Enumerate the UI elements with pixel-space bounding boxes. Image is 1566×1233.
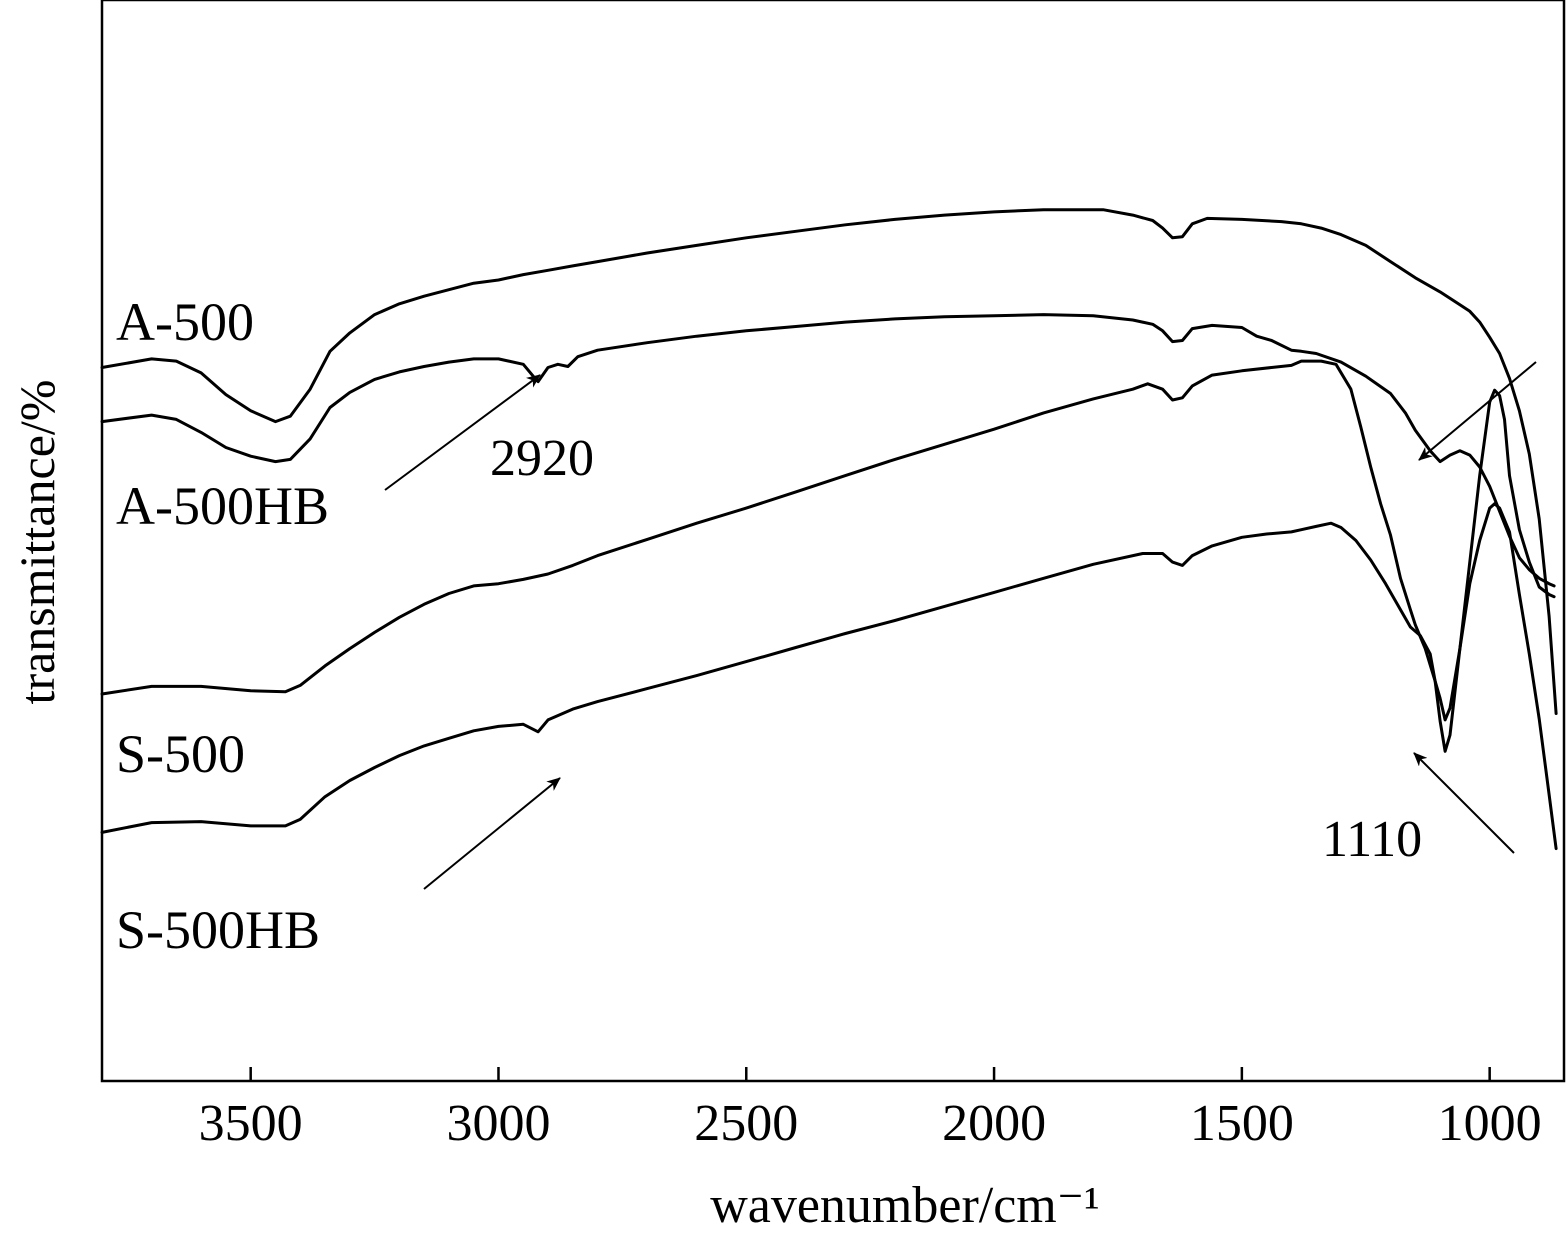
x-tick-label-3000: 3000 [446, 1095, 550, 1152]
x-axis-title: wavenumber/cm⁻¹ [710, 1177, 1100, 1233]
series-line-s-500 [100, 359, 1556, 753]
peak-label-2920: 2920 [490, 430, 594, 487]
series-line-a-500 [100, 208, 1558, 715]
y-axis-title: transmittance/% [9, 380, 65, 705]
x-tick-label-3500: 3500 [199, 1095, 303, 1152]
series-label-a500: A-500 [116, 292, 254, 352]
plot-frame [100, 0, 1566, 1083]
x-axis-ticks: 3500 3000 2500 2000 1500 1000 [199, 1067, 1542, 1152]
annotation-arrows [384, 361, 1537, 890]
peak-label-1110: 1110 [1322, 811, 1422, 868]
x-tick-label-2000: 2000 [942, 1095, 1046, 1152]
arrow-1110-a500hb [1418, 361, 1537, 461]
series-layer [100, 208, 1558, 851]
x-tick-label-1500: 1500 [1190, 1095, 1294, 1152]
arrow-2920-a500hb [384, 374, 541, 491]
x-tick-label-2500: 2500 [694, 1095, 798, 1152]
series-label-s500: S-500 [116, 724, 245, 784]
series-line-a-500hb [100, 313, 1556, 588]
arrow-2920-s500hb [423, 777, 561, 890]
series-line-s-500hb [100, 502, 1558, 851]
arrow-1110-s500hb [1413, 752, 1515, 854]
series-label-a500hb: A-500HB [116, 476, 329, 536]
series-label-s500hb: S-500HB [116, 900, 320, 960]
x-tick-label-1000: 1000 [1438, 1095, 1542, 1152]
